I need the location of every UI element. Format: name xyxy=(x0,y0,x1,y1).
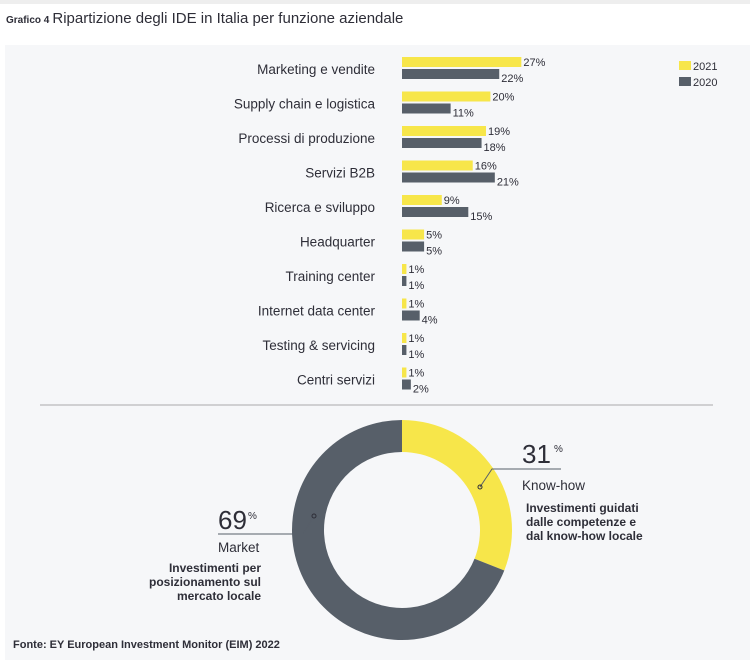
bar-2021 xyxy=(402,160,473,171)
bar-2021 xyxy=(402,57,522,67)
bar-2021 xyxy=(402,91,491,102)
bar-2021 xyxy=(402,367,407,378)
bar-2020 xyxy=(402,276,407,286)
category-label: Internet data center xyxy=(258,304,376,319)
donut-slice-know-how xyxy=(402,420,512,571)
donut-slice-market xyxy=(291,420,505,640)
category-label: Marketing e vendite xyxy=(257,62,375,77)
data-label-2021: 20% xyxy=(492,92,514,104)
chart-label: Grafico 4 xyxy=(6,15,50,26)
data-label-2020: 1% xyxy=(408,349,424,361)
data-label-2020: 15% xyxy=(470,211,492,223)
bar-2021 xyxy=(402,229,425,240)
knowhow-unit: % xyxy=(554,444,563,455)
category-label: Supply chain e logistica xyxy=(234,97,376,112)
knowhow-label: Know-how xyxy=(522,478,585,493)
data-label-2020: 18% xyxy=(484,142,506,154)
category-label: Centri servizi xyxy=(297,373,375,388)
category-label: Servizi B2B xyxy=(305,166,375,181)
market-description: mercato locale xyxy=(177,589,261,603)
data-label-2021: 1% xyxy=(408,368,424,380)
bar-2021 xyxy=(402,195,442,205)
category-label: Ricerca e sviluppo xyxy=(265,200,375,215)
legend-swatch-2020 xyxy=(679,77,691,86)
bar-2020 xyxy=(402,103,451,114)
leader-dot-market xyxy=(311,513,317,519)
market-value: 69 xyxy=(218,505,247,535)
data-label-2021: 19% xyxy=(488,126,510,138)
knowhow-value: 31 xyxy=(522,439,551,469)
data-label-2021: 16% xyxy=(475,161,497,173)
bar-2020 xyxy=(402,345,407,355)
bar-2021 xyxy=(402,298,407,309)
bar-2020 xyxy=(402,379,411,390)
data-label-2021: 1% xyxy=(408,333,424,345)
bar-2021 xyxy=(402,333,407,343)
data-label-2020: 22% xyxy=(501,73,523,85)
legend-label-2020: 2020 xyxy=(693,77,717,89)
leader-dot-knowhow xyxy=(477,484,483,490)
chart-panel xyxy=(5,45,750,660)
data-label-2020: 4% xyxy=(422,315,438,327)
market-label: Market xyxy=(218,540,260,555)
category-label: Headquarter xyxy=(300,235,376,250)
bar-2020 xyxy=(402,172,495,183)
data-label-2021: 27% xyxy=(523,57,545,69)
bar-2021 xyxy=(402,126,486,136)
bar-2020 xyxy=(402,310,420,321)
legend-swatch-2021 xyxy=(679,61,691,70)
data-label-2020: 1% xyxy=(408,280,424,292)
data-label-2020: 11% xyxy=(453,108,474,120)
bar-2020 xyxy=(402,138,482,148)
data-label-2020: 5% xyxy=(426,246,442,258)
data-label-2021: 5% xyxy=(426,230,442,242)
category-label: Training center xyxy=(285,269,375,284)
market-description: Investimenti per xyxy=(169,561,261,575)
data-label-2021: 9% xyxy=(444,195,460,207)
leader-line-knowhow xyxy=(479,468,561,488)
data-label-2020: 2% xyxy=(413,384,429,396)
legend-label-2021: 2021 xyxy=(693,61,717,73)
top-border xyxy=(0,0,750,4)
bar-2020 xyxy=(402,69,500,79)
knowhow-description: dal know-how locale xyxy=(526,529,643,543)
category-label: Processi di produzione xyxy=(238,131,375,146)
bar-2020 xyxy=(402,207,469,217)
category-label: Testing & servicing xyxy=(262,338,375,353)
market-description: posizionamento sul xyxy=(149,575,261,589)
market-unit: % xyxy=(248,511,257,522)
data-label-2021: 1% xyxy=(408,264,424,276)
bar-2021 xyxy=(402,264,407,274)
knowhow-description: dalle competenze e xyxy=(526,515,636,529)
data-label-2021: 1% xyxy=(408,299,424,311)
chart-title: Grafico 4 Ripartizione degli IDE in Itali… xyxy=(6,10,403,27)
knowhow-description: Investimenti guidati xyxy=(526,501,639,515)
source-note: Fonte: EY European Investment Monitor (E… xyxy=(13,639,280,651)
chart-title-text: Ripartizione degli IDE in Italia per fun… xyxy=(52,10,404,27)
leader-line-market xyxy=(218,515,315,535)
data-label-2020: 21% xyxy=(497,177,519,189)
bar-2020 xyxy=(402,241,425,252)
